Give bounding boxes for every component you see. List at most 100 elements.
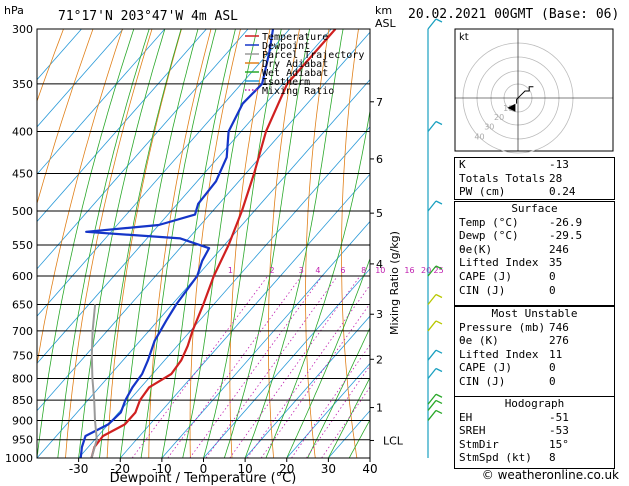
wet-adiabat-line bbox=[140, 29, 217, 458]
stability-label: Totals Totals bbox=[459, 171, 546, 185]
mixing-ratio-label: 2 bbox=[270, 266, 275, 275]
most-unstable-value: 746 bbox=[549, 320, 569, 334]
hodograph-stat-label: StmSpd (kt) bbox=[459, 451, 532, 465]
most-unstable-row: CAPE (J) 0 bbox=[455, 361, 614, 375]
height-tick-label: 5 bbox=[376, 207, 383, 220]
hodograph-stat-row: EH -51 bbox=[455, 411, 614, 425]
most-unstable-value: 0 bbox=[549, 374, 556, 388]
mixing-ratio-axis-label: Mixing Ratio (g/kg) bbox=[388, 231, 401, 335]
isotherm-line bbox=[37, 31, 370, 412]
mixing-ratio-line bbox=[131, 275, 269, 458]
hodograph-stat-label: EH bbox=[459, 410, 473, 424]
most-unstable-title: Most Unstable bbox=[491, 307, 578, 320]
mixing-ratio-label: 3 bbox=[299, 266, 304, 275]
isotherm-line bbox=[37, 29, 332, 365]
surface-label: CIN (J) bbox=[459, 283, 506, 297]
surface-value: 0 bbox=[549, 269, 556, 283]
mixing-ratio-label: 10 bbox=[375, 266, 385, 275]
wind-barb bbox=[427, 399, 443, 411]
pressure-tick-label: 750 bbox=[12, 349, 33, 362]
most-unstable-panel: Most Unstable Pressure (mb) 746 θe (K) 276 L… bbox=[454, 306, 615, 397]
stability-label: PW (cm) bbox=[459, 185, 506, 199]
pressure-unit-label: hPa bbox=[4, 4, 24, 17]
hodograph-ring-label: 10 bbox=[503, 104, 513, 113]
mixing-ratio-label: 8 bbox=[361, 266, 366, 275]
wind-barb bbox=[427, 120, 443, 132]
most-unstable-row: Pressure (mb) 746 bbox=[455, 321, 614, 335]
isotherm-line bbox=[78, 126, 370, 458]
temperature-tick-label: -10 bbox=[152, 462, 172, 476]
temperature-tick-label: -30 bbox=[69, 462, 89, 476]
height-tick-label: 6 bbox=[376, 153, 383, 166]
stability-row: PW (cm) 0.24 bbox=[455, 185, 614, 199]
temperature-tick-label: 0 bbox=[200, 462, 208, 476]
hodograph-stats-title: Hodograph bbox=[504, 397, 565, 410]
hodograph-stat-value: 15° bbox=[549, 437, 569, 451]
pressure-tick-label: 450 bbox=[12, 167, 33, 180]
most-unstable-row: CIN (J) 0 bbox=[455, 375, 614, 389]
dry-adiabat-line bbox=[624, 29, 629, 458]
surface-value: 35 bbox=[549, 256, 563, 270]
mixing-ratio-label: 6 bbox=[340, 266, 345, 275]
legend-entry-label: Dry Adiabat bbox=[262, 59, 328, 70]
pressure-tick-label: 350 bbox=[12, 78, 33, 91]
wind-barb bbox=[427, 18, 443, 30]
stability-panel: K -13 Totals Totals 28 PW (cm) 0.24 bbox=[454, 157, 615, 200]
wind-barb bbox=[427, 320, 443, 332]
mixing-ratio-label: 4 bbox=[315, 266, 320, 275]
isotherm-line bbox=[244, 315, 370, 458]
mixing-ratio-line bbox=[167, 275, 302, 458]
pressure-tick-label: 300 bbox=[12, 23, 33, 36]
pressure-tick-label: 850 bbox=[12, 394, 33, 407]
isotherm-line bbox=[37, 29, 124, 128]
height-unit-km: km bbox=[375, 4, 392, 17]
surface-row: CIN (J) 0 bbox=[455, 284, 614, 298]
surface-value: -26.9 bbox=[549, 215, 583, 229]
wind-barb bbox=[427, 393, 443, 405]
pressure-tick-label: 500 bbox=[12, 205, 33, 218]
most-unstable-value: 11 bbox=[549, 347, 563, 361]
pressure-tick-label: 600 bbox=[12, 270, 33, 283]
legend-entry-label: Wet Adiabat bbox=[262, 68, 328, 79]
isotherm-line bbox=[286, 362, 370, 458]
pressure-tick-label: 950 bbox=[12, 434, 33, 447]
stability-value: 0.24 bbox=[549, 185, 576, 199]
hodograph-ring-label: 40 bbox=[474, 133, 484, 142]
legend-entry-label: Temperature bbox=[262, 32, 328, 43]
pressure-tick-label: 400 bbox=[12, 126, 33, 139]
dewpoint-profile bbox=[79, 29, 275, 458]
pressure-tick-label: 700 bbox=[12, 325, 33, 338]
pressure-tick-label: 550 bbox=[12, 239, 33, 252]
wet-adiabat-line bbox=[307, 326, 370, 458]
hodograph-stats-panel: Hodograph EH -51 SREH -53 StmDir 15° StmSpd (k… bbox=[454, 396, 615, 469]
hodograph-ring-label: 20 bbox=[494, 113, 504, 122]
surface-label: θe(K) bbox=[459, 242, 493, 256]
stability-row: K -13 bbox=[455, 158, 614, 172]
forecast-datetime: 20.02.2021 00GMT (Base: 06) bbox=[408, 7, 620, 22]
most-unstable-row: Lifted Index 11 bbox=[455, 348, 614, 362]
most-unstable-label: Lifted Index bbox=[459, 347, 539, 361]
pressure-tick-label: 1000 bbox=[5, 452, 33, 465]
height-tick-label: 2 bbox=[376, 353, 383, 366]
height-tick-label: 4 bbox=[376, 258, 383, 271]
most-unstable-label: Pressure (mb) bbox=[459, 320, 546, 334]
storm-motion-marker bbox=[507, 103, 516, 112]
legend-entry-label: Parcel Trajectory bbox=[262, 50, 364, 61]
dry-adiabat-line bbox=[65, 29, 153, 458]
wind-barb bbox=[427, 293, 443, 305]
temperature-profile bbox=[90, 29, 337, 458]
wind-barb bbox=[427, 265, 443, 277]
height-unit-asl: ASL bbox=[375, 17, 397, 30]
surface-label: Dewp (°C) bbox=[459, 229, 519, 243]
most-unstable-label: θe (K) bbox=[459, 334, 499, 348]
hodograph-stat-value: -53 bbox=[549, 424, 569, 438]
hodograph-trace bbox=[516, 86, 534, 104]
hodograph-stat-row: StmDir 15° bbox=[455, 438, 614, 452]
hodograph-ring-label: 30 bbox=[484, 123, 494, 132]
isotherm-line bbox=[37, 78, 370, 458]
stability-value: 28 bbox=[549, 171, 563, 185]
mixing-ratio-label: 16 bbox=[404, 266, 414, 275]
surface-panel: Surface Temp (°C) -26.9 Dewp (°C) -29.5 θe(K… bbox=[454, 201, 615, 306]
hodograph-stat-value: -51 bbox=[549, 410, 569, 424]
